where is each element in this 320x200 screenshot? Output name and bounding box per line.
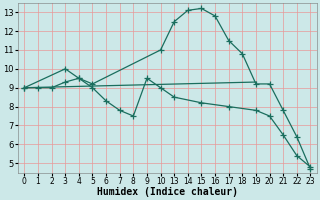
X-axis label: Humidex (Indice chaleur): Humidex (Indice chaleur) <box>97 187 238 197</box>
